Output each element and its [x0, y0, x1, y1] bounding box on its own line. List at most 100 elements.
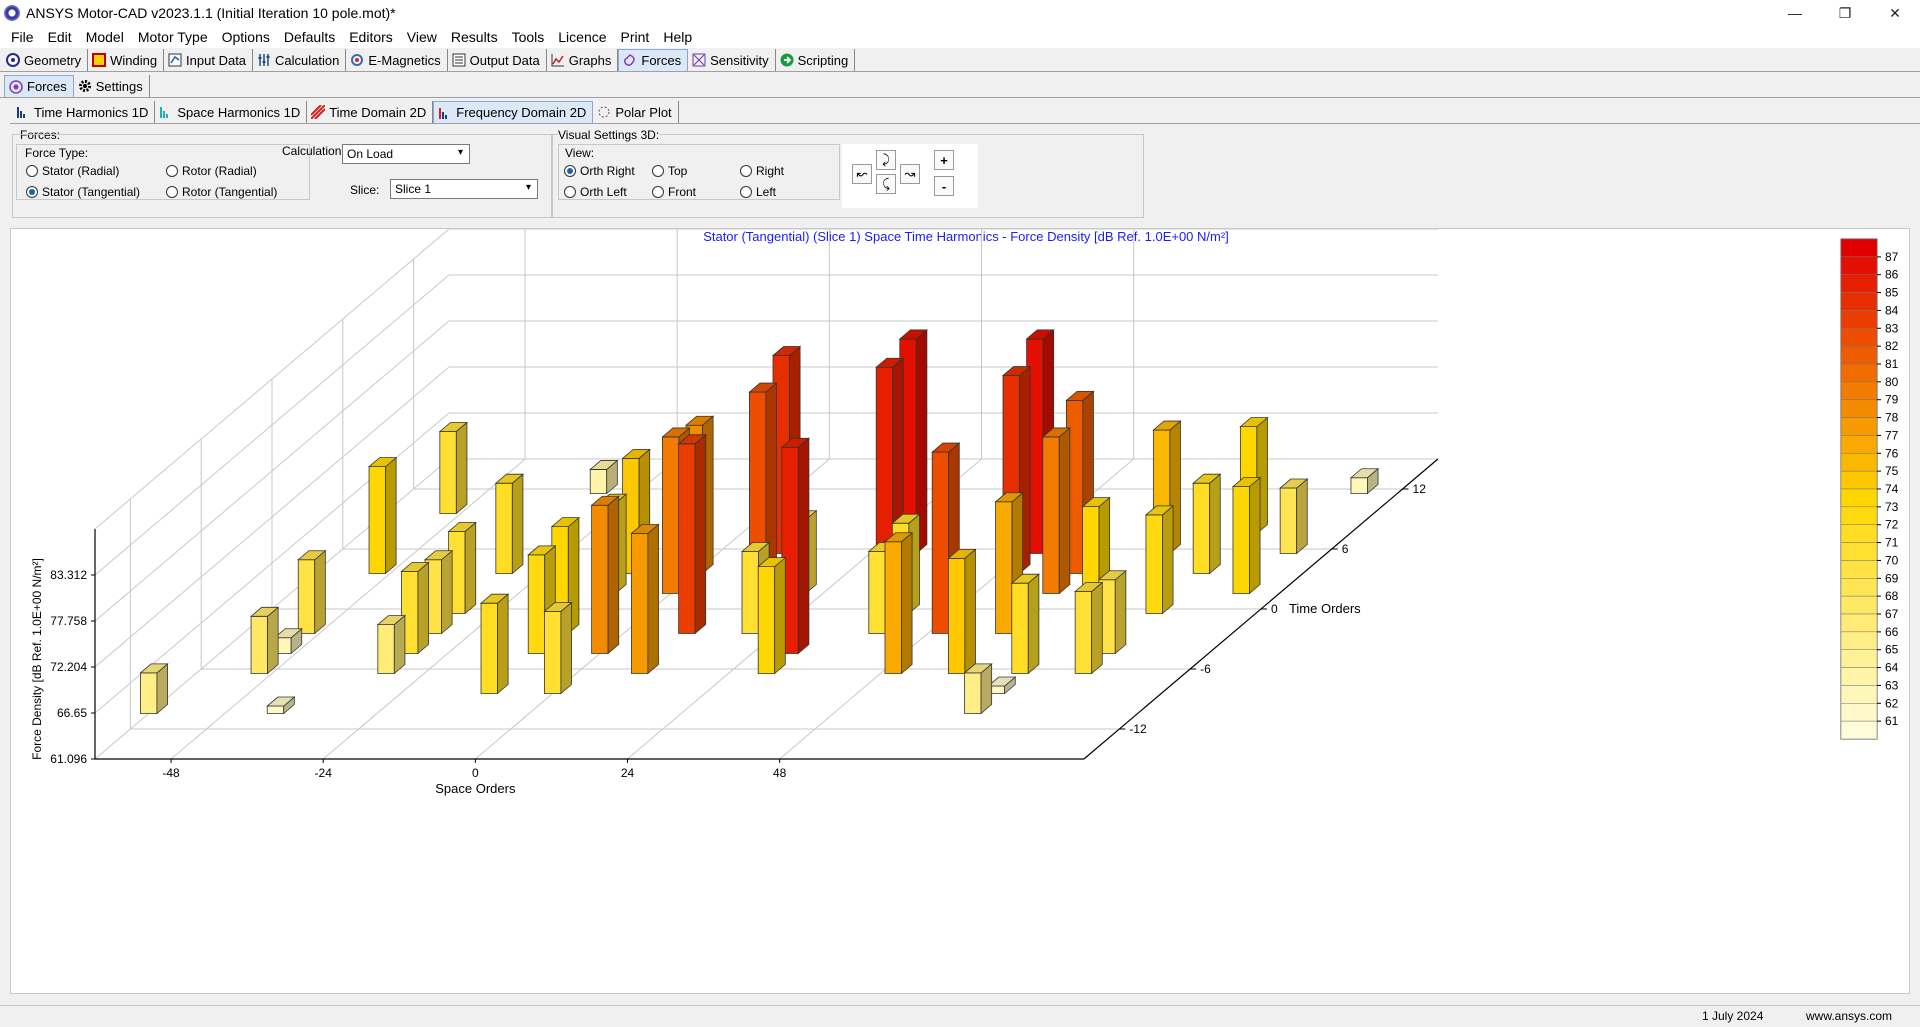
- menu-view[interactable]: View: [406, 29, 437, 45]
- tab-forces[interactable]: Forces: [618, 49, 689, 71]
- menu-tools[interactable]: Tools: [511, 29, 545, 45]
- z-axis-label: Force Density [dB Ref. 1.0E+00 N/m²]: [30, 558, 44, 760]
- colorbar-tick-label: 75: [1885, 464, 1899, 478]
- zoom-out-button[interactable]: -: [934, 176, 954, 196]
- bar-top-face: [589, 460, 619, 470]
- radio-rotor-tangential[interactable]: Rotor (Tangential): [166, 185, 277, 199]
- tab-geometry[interactable]: Geometry: [2, 49, 89, 71]
- radio-button[interactable]: [740, 165, 752, 177]
- rotate-down-button[interactable]: ⤹: [876, 174, 896, 194]
- tab-sensitivity[interactable]: Sensitivity: [688, 49, 776, 71]
- radio-button[interactable]: [740, 186, 752, 198]
- tab-label: Winding: [110, 52, 158, 68]
- radio-rotor-radial[interactable]: Rotor (Radial): [166, 164, 257, 178]
- controls-panel: Forces: Force Type: Stator (Radial) Roto…: [10, 124, 1910, 226]
- tab-settings[interactable]: Settings: [74, 75, 150, 97]
- bar-top-face: [994, 492, 1024, 503]
- bar-top-face: [1097, 570, 1127, 581]
- menu-print[interactable]: Print: [620, 29, 650, 45]
- bar-top-face: [1279, 478, 1309, 489]
- bar-front-face: [868, 551, 886, 634]
- menu-help[interactable]: Help: [663, 29, 693, 45]
- slice-select[interactable]: Slice 1 ▾: [390, 179, 538, 199]
- menu-results[interactable]: Results: [450, 29, 498, 45]
- chart-bar: [1279, 478, 1309, 555]
- grid-line: [475, 229, 830, 760]
- radio-right[interactable]: Right: [740, 164, 784, 178]
- bar-top-face: [479, 593, 510, 604]
- tab-time-harmonics-1d[interactable]: Time Harmonics 1D: [12, 101, 156, 123]
- radio-button[interactable]: [652, 186, 664, 198]
- tab-label: Output Data: [469, 52, 540, 68]
- bar-side-face: [694, 433, 707, 635]
- radio-button[interactable]: [26, 165, 38, 177]
- bar-front-face: [631, 533, 649, 674]
- tab-polar-plot[interactable]: Polar Plot: [593, 101, 679, 123]
- colorbar-swatch: [1840, 453, 1878, 472]
- rotation-controls: ↜ ⤸ ⤹ ↝ + -: [842, 144, 978, 208]
- tab-label: Frequency Domain 2D: [456, 105, 587, 120]
- radio-button[interactable]: [564, 165, 576, 177]
- chart-bar: [1010, 573, 1040, 675]
- menu-defaults[interactable]: Defaults: [283, 29, 336, 45]
- force-density-3d-chart[interactable]: Stator (Tangential) (Slice 1) Space Time…: [11, 228, 1909, 993]
- winding-icon: [92, 53, 107, 67]
- bar-top-face: [1192, 473, 1222, 484]
- tab-forces-sub[interactable]: Forces: [4, 75, 74, 97]
- restore-button[interactable]: ❐: [1838, 4, 1852, 21]
- radio-button[interactable]: [564, 186, 576, 198]
- bar-top-face: [1041, 427, 1071, 438]
- radio-stator-tangential[interactable]: Stator (Tangential): [26, 185, 140, 199]
- colorbar-tick-label: 87: [1885, 250, 1899, 264]
- radio-top[interactable]: Top: [652, 164, 687, 178]
- forces-group: [12, 134, 552, 218]
- tab-time-domain-2d[interactable]: Time Domain 2D: [307, 101, 434, 123]
- bar-side-face: [267, 606, 279, 675]
- menu-file[interactable]: File: [11, 29, 34, 45]
- rotate-right-button[interactable]: ↝: [900, 164, 920, 184]
- close-button[interactable]: ✕: [1889, 4, 1901, 21]
- tab-space-harmonics-1d[interactable]: Space Harmonics 1D: [155, 101, 308, 123]
- radio-button[interactable]: [166, 165, 178, 177]
- chart-bar: [400, 561, 430, 655]
- colorbar-tick-label: 62: [1885, 696, 1899, 710]
- bar-side-face: [497, 593, 509, 695]
- bar-chart-icon: [159, 105, 173, 119]
- radio-stator-radial[interactable]: Stator (Radial): [26, 164, 119, 178]
- radio-front[interactable]: Front: [652, 185, 696, 199]
- radio-button[interactable]: [652, 165, 664, 177]
- tab-e-magnetics[interactable]: E-Magnetics: [346, 49, 448, 71]
- menu-edit[interactable]: Edit: [47, 29, 72, 45]
- tab-frequency-domain-2d[interactable]: Frequency Domain 2D: [433, 101, 594, 123]
- tab-output-data[interactable]: Output Data: [448, 49, 547, 71]
- bar-front-face: [1232, 486, 1250, 594]
- colorbar-tick-label: 67: [1885, 607, 1899, 621]
- calculation-select[interactable]: On Load ▾: [342, 144, 470, 164]
- radio-orth-right[interactable]: Orth Right: [564, 164, 635, 178]
- tab-scripting[interactable]: Scripting: [776, 49, 856, 71]
- colorbar-swatch: [1840, 345, 1878, 365]
- tab-graphs[interactable]: Graphs: [547, 49, 619, 71]
- radio-orth-left[interactable]: Orth Left: [564, 185, 627, 199]
- tab-winding[interactable]: Winding: [88, 49, 165, 71]
- tab-input-data[interactable]: Input Data: [164, 49, 254, 71]
- menu-model[interactable]: Model: [85, 29, 124, 45]
- rotate-up-button[interactable]: ⤸: [876, 150, 896, 170]
- bar-side-face: [1296, 478, 1308, 555]
- menu-licence[interactable]: Licence: [558, 29, 607, 45]
- tab-calculation[interactable]: Calculation: [253, 49, 347, 71]
- colorbar-tick-label: 85: [1885, 286, 1899, 300]
- x-axis-label: Space Orders: [435, 781, 516, 796]
- radio-left[interactable]: Left: [740, 185, 776, 199]
- radio-button[interactable]: [166, 186, 178, 198]
- menu-editors[interactable]: Editors: [349, 29, 393, 45]
- minimize-button[interactable]: —: [1788, 5, 1802, 21]
- radio-button[interactable]: [26, 186, 38, 198]
- colorbar-tick-label: 66: [1885, 625, 1899, 639]
- zoom-in-button[interactable]: +: [934, 150, 954, 170]
- rotate-left-button[interactable]: ↜: [852, 164, 872, 184]
- forces-icon: [9, 79, 23, 94]
- menu-options[interactable]: Options: [221, 29, 270, 45]
- menu-motor-type[interactable]: Motor Type: [137, 29, 208, 45]
- chart-bar: [447, 521, 477, 615]
